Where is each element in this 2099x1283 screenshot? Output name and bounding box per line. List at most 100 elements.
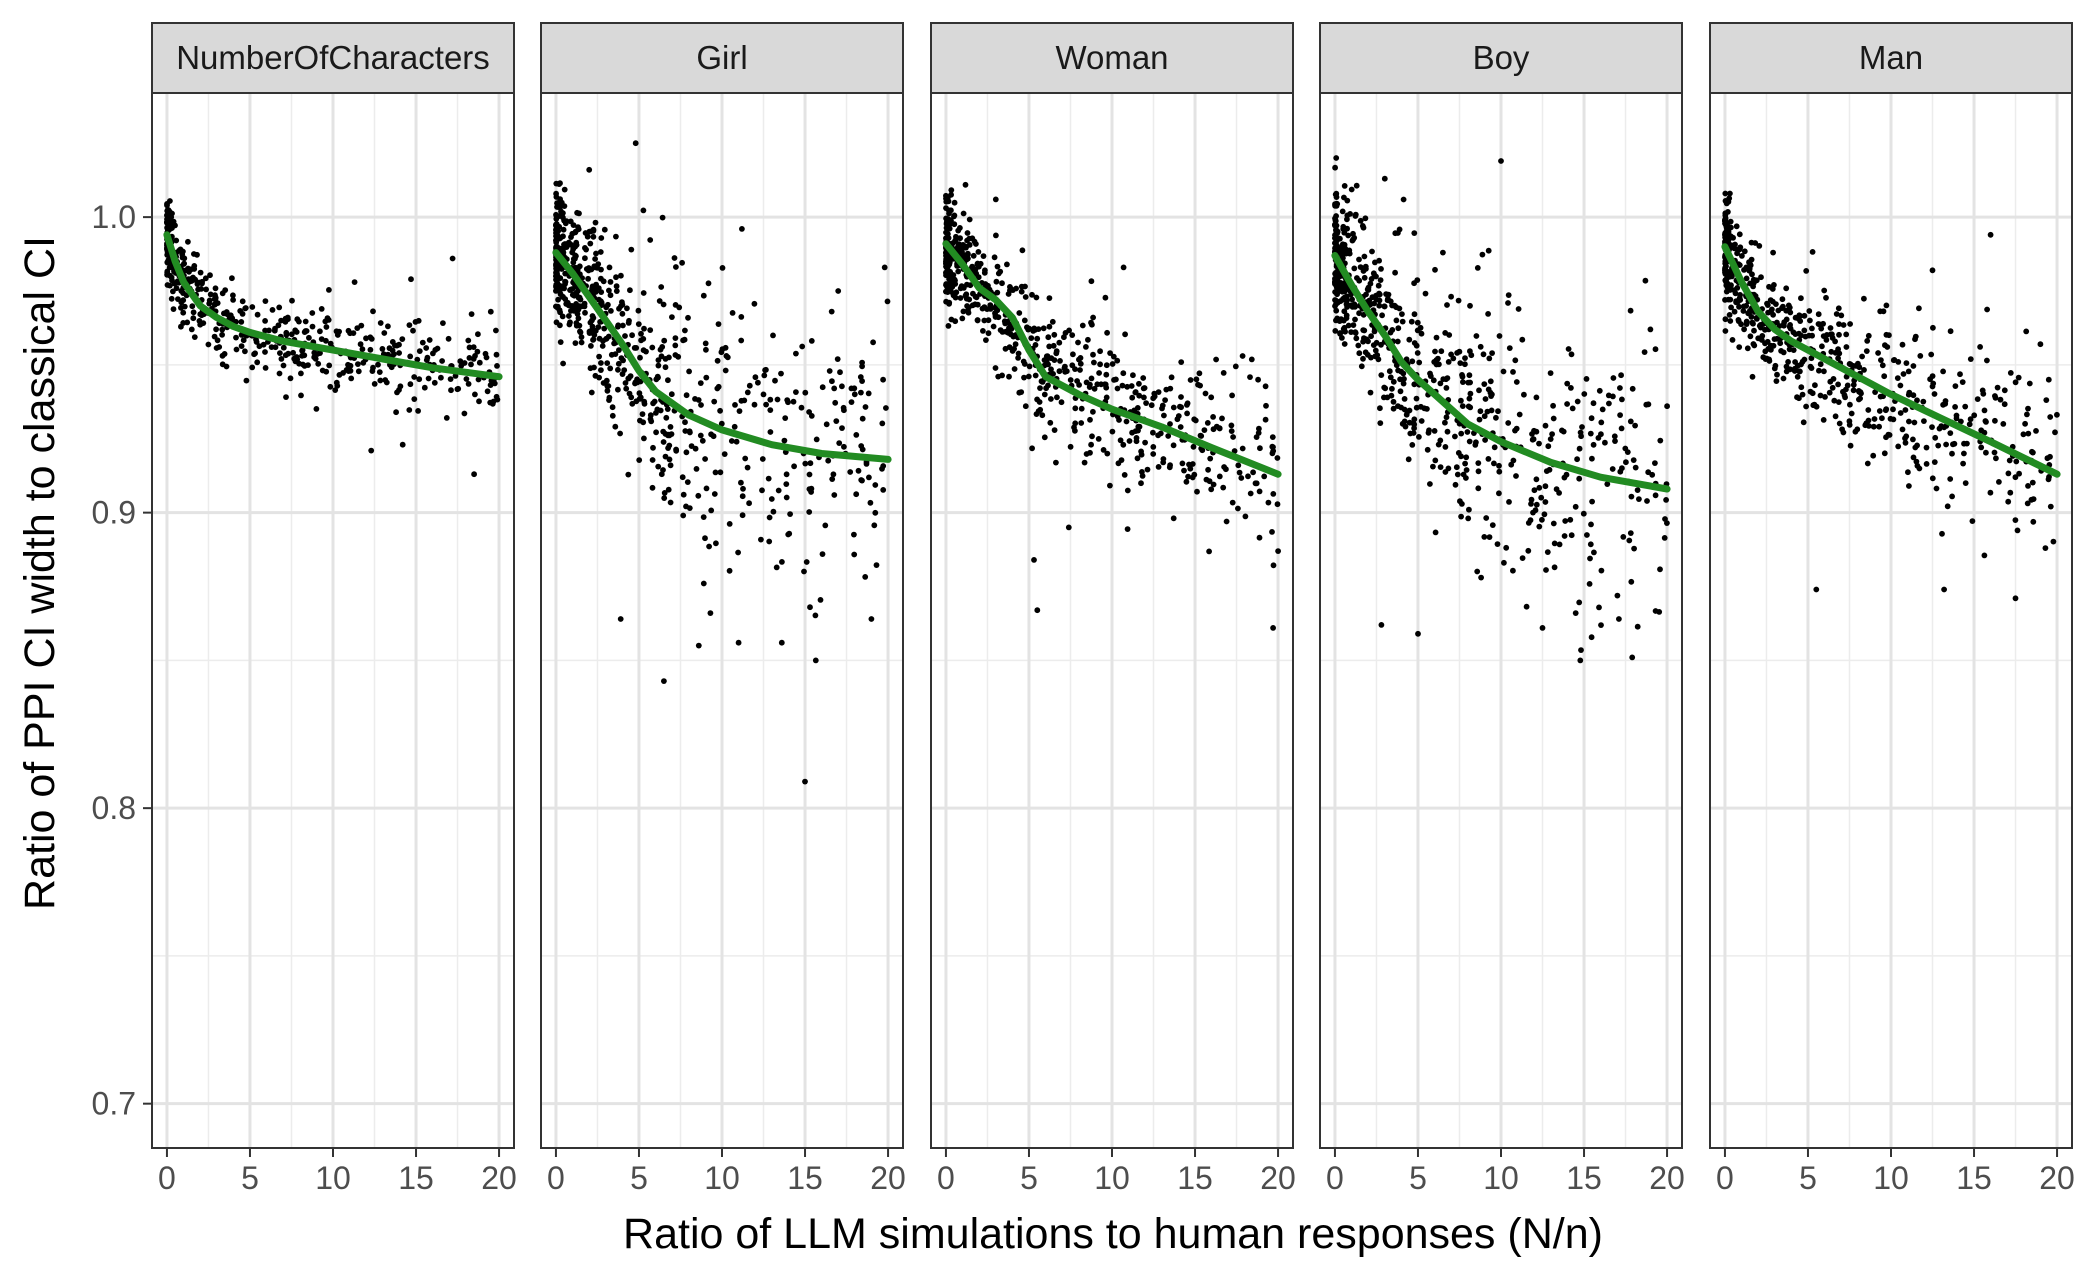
data-point (1736, 262, 1743, 268)
data-point (1478, 574, 1484, 581)
data-point (746, 382, 753, 389)
data-point (254, 359, 261, 366)
data-point (1398, 368, 1405, 375)
data-point (616, 305, 622, 312)
data-point (1800, 419, 1807, 426)
data-point (601, 226, 608, 233)
data-point (1803, 268, 1810, 274)
data-point (1041, 391, 1048, 398)
data-point (1598, 431, 1604, 438)
data-point (190, 315, 197, 322)
x-axis-ticks: 0 5 10 15 20 (1716, 1148, 2075, 1196)
data-point (1031, 325, 1038, 332)
data-point (1728, 224, 1734, 231)
data-point (607, 279, 614, 285)
data-point (1766, 283, 1772, 290)
smooth-trend-line (1331, 252, 1671, 493)
data-point (620, 322, 626, 329)
data-point (660, 439, 667, 445)
data-point (1616, 616, 1622, 622)
data-point (1894, 375, 1901, 381)
data-point (1057, 358, 1063, 364)
data-point (1120, 370, 1127, 377)
data-point (212, 285, 219, 292)
data-point (1632, 422, 1638, 429)
data-point (594, 264, 601, 271)
data-point (1348, 329, 1354, 335)
data-point (411, 374, 418, 380)
data-point (1750, 341, 1757, 347)
data-point (493, 351, 500, 358)
x-tick-label: 15 (398, 1160, 434, 1196)
data-point (1352, 330, 1359, 336)
data-point (1895, 443, 1902, 450)
data-point (1114, 357, 1121, 364)
data-point (613, 288, 620, 294)
data-point (1987, 231, 1994, 238)
data-point (607, 292, 614, 299)
data-point (1427, 370, 1433, 377)
data-point (184, 319, 191, 326)
data-point (1473, 333, 1480, 339)
data-point (1568, 351, 1575, 358)
data-point (839, 383, 845, 390)
data-point (1396, 226, 1403, 233)
data-point (1270, 562, 1277, 569)
data-point (1578, 647, 1584, 653)
data-point (593, 285, 599, 292)
data-point (1547, 370, 1554, 376)
data-point (1435, 441, 1442, 448)
data-point (1340, 280, 1347, 287)
data-point (965, 255, 971, 262)
data-point (1361, 335, 1367, 342)
data-point (1826, 389, 1833, 396)
data-point (1588, 415, 1595, 422)
data-point (825, 457, 832, 464)
data-point (641, 398, 648, 405)
data-point (416, 376, 423, 383)
data-point (483, 354, 490, 361)
data-point (407, 353, 414, 360)
data-point (685, 314, 691, 321)
data-point (1836, 321, 1842, 327)
data-point (1403, 411, 1410, 418)
data-point (1929, 424, 1935, 430)
data-point (1128, 383, 1135, 389)
data-point (605, 333, 612, 340)
data-point (1835, 381, 1841, 388)
data-point (1870, 452, 1877, 459)
data-point (1210, 481, 1217, 488)
data-point (1969, 518, 1976, 524)
data-point (566, 302, 572, 308)
data-point (831, 492, 838, 498)
data-point (1440, 376, 1447, 382)
data-point (1850, 381, 1857, 388)
data-point (448, 387, 454, 394)
data-point (1835, 305, 1842, 312)
data-point (604, 387, 611, 394)
data-point (1722, 190, 1729, 197)
data-point (1598, 567, 1605, 574)
smooth-trend-line (163, 231, 503, 381)
data-point (368, 447, 375, 454)
data-point (1206, 548, 1212, 555)
data-point (1427, 481, 1433, 487)
data-point (570, 222, 577, 229)
data-point (615, 322, 622, 329)
data-point (1196, 370, 1203, 377)
data-point (1109, 428, 1116, 435)
data-point (1448, 351, 1454, 358)
data-point (598, 275, 604, 282)
data-point (1544, 549, 1551, 555)
data-point (1119, 382, 1126, 389)
data-point (1116, 417, 1122, 423)
data-point (1542, 483, 1549, 490)
data-point (715, 321, 722, 327)
data-point (1627, 530, 1634, 536)
data-point (178, 288, 185, 294)
data-point (571, 304, 578, 310)
data-point (1165, 433, 1172, 439)
data-point (1764, 338, 1771, 345)
